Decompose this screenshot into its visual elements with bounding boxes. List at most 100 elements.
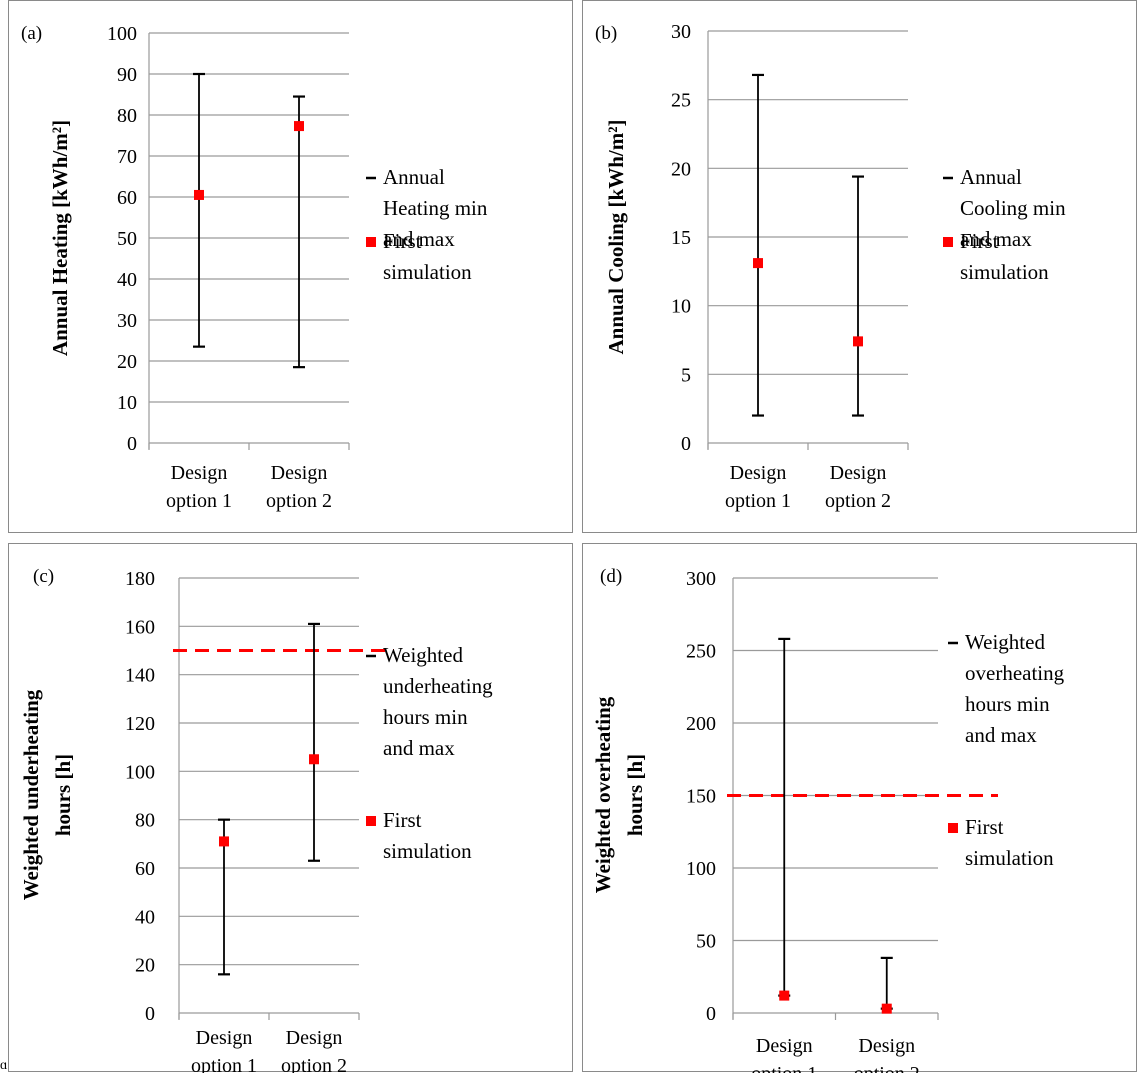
y-axis-title-d-1: hours [h] <box>623 754 647 836</box>
y-axis-title-b-0: Annual Cooling [kWh/m²] <box>604 119 628 354</box>
legend-label-c-0-0: Weighted <box>383 643 463 667</box>
y-tick-label-a-5: 50 <box>117 228 137 250</box>
y-tick-label-c-1: 20 <box>135 955 155 977</box>
y-axis-title-a-0: Annual Heating [kWh/m²] <box>48 120 72 356</box>
y-axis-title-c-1: hours [h] <box>51 754 75 836</box>
legend-label-c-0-3: and max <box>383 736 455 760</box>
y-tick-label-a-6: 60 <box>117 187 137 209</box>
y-tick-label-c-6: 120 <box>125 713 155 735</box>
legend-label-b-1-1: simulation <box>960 260 1049 284</box>
category-label-b-0-1: option 1 <box>725 490 791 512</box>
panel-label-c: (c) <box>33 566 54 587</box>
y-tick-label-a-2: 20 <box>117 351 137 373</box>
category-label-a-0-1: option 1 <box>166 490 232 512</box>
first-simulation-point-b-0 <box>753 258 763 269</box>
first-simulation-point-a-1 <box>294 121 304 132</box>
legend-label-c-0-1: underheating <box>383 674 493 698</box>
chart-c-svg: (c) 0 20 40 60 80 100 120 140 160 180 Design option … <box>19 566 493 1073</box>
y-tick-label-c-5: 100 <box>125 761 155 783</box>
y-tick-label-c-7: 140 <box>125 665 155 687</box>
legend-marker-first-simulation-d <box>948 823 958 833</box>
category-label-b-1-1: option 2 <box>825 490 891 512</box>
legend-label-c-1-1: simulation <box>383 839 472 863</box>
category-label-d-1-0: Design <box>858 1035 915 1057</box>
category-label-a-1-0: Design <box>271 462 328 484</box>
y-tick-label-c-2: 40 <box>135 906 155 928</box>
y-tick-label-d-0: 0 <box>706 1003 716 1025</box>
y-tick-label-b-4: 20 <box>671 158 691 180</box>
y-tick-label-c-4: 80 <box>135 810 155 832</box>
legend-label-d-0-1: overheating <box>965 661 1065 685</box>
panel-label-b: (b) <box>595 23 617 44</box>
legend-label-d-0-0: Weighted <box>965 630 1045 654</box>
legend-label-b-0-1: Cooling min <box>960 196 1066 220</box>
y-tick-label-b-1: 5 <box>681 364 691 386</box>
legend-marker-first-simulation-b <box>943 237 953 247</box>
first-simulation-point-b-1 <box>853 336 863 347</box>
y-tick-label-d-6: 300 <box>686 568 716 590</box>
y-tick-label-c-9: 180 <box>125 568 155 590</box>
chart-d-svg: (d) 0 50 100 150 200 250 300 Design option 1 Desig… <box>591 566 1065 1073</box>
category-label-b-0-0: Design <box>730 462 787 484</box>
category-label-c-0-1: option 1 <box>191 1055 257 1073</box>
first-simulation-point-d-1 <box>881 1003 892 1014</box>
y-tick-label-a-0: 0 <box>127 433 137 455</box>
y-tick-label-a-7: 70 <box>117 146 137 168</box>
chart-b-svg: (b) 0 5 10 15 20 25 30 Design option 1 Design optio… <box>595 21 1066 512</box>
y-tick-label-d-5: 250 <box>686 641 716 663</box>
category-label-a-0-0: Design <box>171 462 228 484</box>
category-label-c-1-1: option 2 <box>281 1055 347 1073</box>
legend-label-d-1-0: First <box>965 815 1004 839</box>
y-tick-label-d-2: 100 <box>686 858 716 880</box>
y-tick-label-c-3: 60 <box>135 858 155 880</box>
legend-marker-first-simulation-c <box>366 816 376 826</box>
legend-label-a-1-0: First <box>383 229 422 253</box>
panel-label-a: (a) <box>21 23 42 44</box>
y-tick-label-a-3: 30 <box>117 310 137 332</box>
y-tick-label-b-5: 25 <box>671 90 691 112</box>
legend-label-a-0-1: Heating min <box>383 196 488 220</box>
y-tick-label-d-4: 200 <box>686 713 716 735</box>
legend-label-b-1-0: First <box>960 229 999 253</box>
first-simulation-point-c-0 <box>219 836 229 847</box>
first-simulation-point-c-1 <box>309 754 319 765</box>
y-tick-label-b-2: 10 <box>671 296 691 318</box>
y-tick-label-d-1: 50 <box>696 931 716 953</box>
stray-mark: ɑ <box>0 1058 8 1073</box>
y-tick-label-b-6: 30 <box>671 21 691 43</box>
category-label-d-0-1: option 1 <box>751 1063 817 1073</box>
y-tick-label-a-1: 10 <box>117 392 137 414</box>
category-label-c-1-0: Design <box>286 1027 343 1049</box>
first-simulation-point-d-0 <box>779 990 790 1001</box>
y-axis-title-d-0: Weighted overheating <box>591 696 615 893</box>
legend-label-a-1-1: simulation <box>383 260 472 284</box>
legend-label-d-0-3: and max <box>965 723 1037 747</box>
chart-panel-a: (a) 0 10 20 30 40 50 60 70 80 90 100 Design option 1 D… <box>8 0 573 533</box>
legend-label-d-1-1: simulation <box>965 846 1054 870</box>
panel-label-d: (d) <box>600 566 622 587</box>
first-simulation-point-a-0 <box>194 189 204 200</box>
legend-label-c-0-2: hours min <box>383 705 468 729</box>
legend-label-d-0-2: hours min <box>965 692 1050 716</box>
chart-panel-d: (d) 0 50 100 150 200 250 300 Design option 1 Desig… <box>582 543 1137 1073</box>
y-tick-label-b-3: 15 <box>671 227 691 249</box>
category-label-d-0-0: Design <box>756 1035 813 1057</box>
chart-a-svg: (a) 0 10 20 30 40 50 60 70 80 90 100 Design option 1 D… <box>21 23 488 512</box>
y-tick-label-a-4: 40 <box>117 269 137 291</box>
legend-label-a-0-2: and max <box>383 227 455 251</box>
y-tick-label-c-0: 0 <box>145 1003 155 1025</box>
y-tick-label-c-8: 160 <box>125 616 155 638</box>
legend-marker-first-simulation-a <box>366 237 376 247</box>
category-label-b-1-0: Design <box>830 462 887 484</box>
y-tick-label-d-3: 150 <box>686 786 716 808</box>
category-label-c-0-0: Design <box>196 1027 253 1049</box>
legend-label-c-1-0: First <box>383 808 422 832</box>
legend-label-b-0-0: Annual <box>960 165 1022 189</box>
y-tick-label-a-8: 80 <box>117 105 137 127</box>
y-tick-label-a-9: 90 <box>117 64 137 86</box>
legend-label-a-0-0: Annual <box>383 165 445 189</box>
y-tick-label-b-0: 0 <box>681 433 691 455</box>
category-label-d-1-1: option 2 <box>854 1063 920 1073</box>
category-label-a-1-1: option 2 <box>266 490 332 512</box>
y-axis-title-c-0: Weighted underheating <box>19 689 43 900</box>
